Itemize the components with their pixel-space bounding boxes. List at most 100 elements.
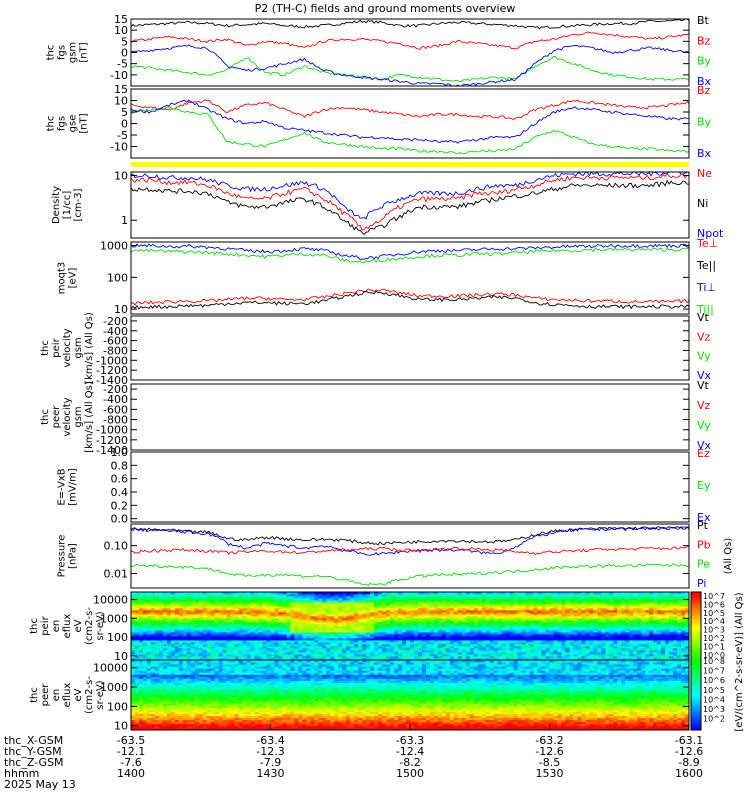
spectrogram-cell <box>425 624 431 627</box>
spectrogram-cell <box>573 618 578 621</box>
spectrogram-cell <box>469 624 475 627</box>
spectrogram-cell <box>250 624 255 627</box>
spectrogram-cell <box>390 620 395 623</box>
spectrogram-cell <box>445 640 451 643</box>
spectrogram-cell <box>290 618 295 621</box>
spectrogram-cell <box>294 656 299 659</box>
spectrogram-cell <box>541 648 546 651</box>
spectrogram-cell <box>501 602 507 605</box>
spectrogram-cell <box>278 600 283 603</box>
spectrogram-cell <box>294 610 299 613</box>
spectrogram-cell <box>298 596 303 599</box>
spectrogram-cell <box>413 600 419 603</box>
spectrogram-cell <box>433 626 439 629</box>
spectrogram-cell <box>537 628 542 631</box>
spectrogram-cell <box>350 632 355 635</box>
spectrogram-cell <box>378 610 383 613</box>
spectrogram-cell <box>310 626 315 629</box>
spectrogram-cell <box>565 624 570 627</box>
spectrogram-cell <box>437 650 443 653</box>
spectrogram-cell <box>509 626 515 629</box>
spectrogram-cell <box>505 636 511 639</box>
spectrogram-cell <box>473 614 479 617</box>
spectrogram-cell <box>154 600 160 603</box>
spectrogram-cell <box>306 600 311 603</box>
spectrogram-cell <box>198 622 204 625</box>
spectrogram-cell <box>402 638 407 641</box>
spectrogram-cell <box>501 626 507 629</box>
spectrogram-cell <box>421 624 427 627</box>
spectrogram-cell <box>469 654 475 657</box>
spectrogram-cell <box>278 646 283 649</box>
spectrogram-cell <box>206 648 212 651</box>
spectrogram-cell <box>274 594 279 597</box>
spectrogram-cell <box>170 642 176 645</box>
spectrogram-cell <box>198 658 204 661</box>
spectrogram-cell <box>445 632 451 635</box>
spectrogram-cell <box>521 634 526 637</box>
spectrogram-cell <box>517 628 522 631</box>
spectrogram-cell <box>485 634 491 637</box>
spectrogram-cell <box>306 650 311 653</box>
spectrogram-cell <box>342 628 347 631</box>
spectrogram-cell <box>338 656 343 659</box>
spectrogram-cell <box>390 642 395 645</box>
spectrogram-cell <box>238 638 243 641</box>
spectrogram-cell <box>421 626 427 629</box>
spectrogram-cell <box>537 632 542 635</box>
spectrogram-cell <box>386 602 391 605</box>
spectrogram-cell <box>138 604 144 607</box>
spectrogram-cell <box>306 642 311 645</box>
y-tick-label: -10 <box>110 141 128 154</box>
spectrogram-cell <box>270 652 275 655</box>
y-tick-label: -1200 <box>96 364 128 377</box>
spectrogram-cell <box>421 632 427 635</box>
spectrogram-cell <box>290 612 295 615</box>
spectrogram-cell <box>457 606 463 609</box>
spectrogram-cell <box>421 620 427 623</box>
spectrogram-cell <box>437 648 443 651</box>
spectrogram-cell <box>178 654 184 657</box>
spectrogram-cell <box>270 616 275 619</box>
spectrogram-cell <box>318 614 323 617</box>
spectrogram-cell <box>549 656 554 659</box>
spectrogram-cell <box>437 640 443 643</box>
spectrogram-cell <box>306 630 311 633</box>
spectrogram-cell <box>322 632 327 635</box>
spectrogram-cell <box>489 592 495 595</box>
spectrogram-cell <box>222 630 228 633</box>
spectrogram-cell <box>513 608 519 611</box>
spectrogram-cell <box>166 614 172 617</box>
spectrogram-cell <box>318 646 323 649</box>
spectrogram-cell <box>493 598 499 601</box>
spectrogram-cell <box>529 620 534 623</box>
spectrogram-cell <box>310 652 315 655</box>
spectrogram-cell <box>509 620 515 623</box>
spectrogram-cell <box>142 614 148 617</box>
spectrogram-cell <box>509 646 515 649</box>
spectrogram-cell <box>577 644 582 647</box>
spectrogram-cell <box>138 608 144 611</box>
spectrogram-cell <box>589 646 594 649</box>
spectrogram-cell <box>457 626 463 629</box>
spectrogram-cell <box>170 622 176 625</box>
spectrogram-cell <box>238 646 243 649</box>
spectrogram-cell <box>230 646 236 649</box>
spectrogram-cell <box>186 610 192 613</box>
spectrogram-cell <box>577 650 582 653</box>
spectrogram-cell <box>593 632 598 635</box>
spectrogram-cell <box>238 606 243 609</box>
spectrogram-cell <box>354 632 359 635</box>
spectrogram-cell <box>513 644 519 647</box>
spectrogram-cell <box>258 658 263 661</box>
spectrogram-cell <box>306 604 311 607</box>
spectrogram-cell <box>350 644 355 647</box>
spectrogram-cell <box>222 626 228 629</box>
spectrogram-cell <box>302 616 307 619</box>
spectrogram-cell <box>326 616 331 619</box>
spectrogram-cell <box>278 624 283 627</box>
spectrogram-cell <box>154 612 160 615</box>
spectrogram-cell <box>453 628 459 631</box>
spectrogram-cell <box>581 604 586 607</box>
spectrogram-cell <box>469 596 475 599</box>
